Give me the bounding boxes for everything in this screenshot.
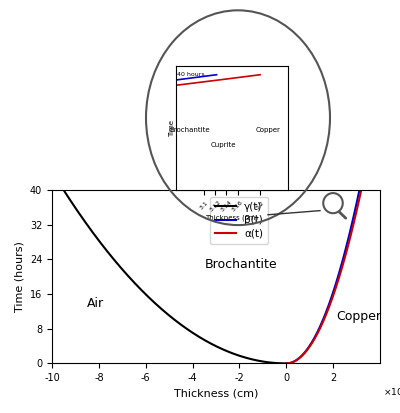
Text: Cuprite: Cuprite xyxy=(211,142,236,148)
Text: Copper: Copper xyxy=(336,310,382,323)
Y-axis label: Time (hours): Time (hours) xyxy=(14,241,24,312)
Text: Air: Air xyxy=(87,297,104,310)
Text: $\times 10^{-4}$: $\times 10^{-4}$ xyxy=(383,386,400,399)
Text: Copper: Copper xyxy=(256,127,281,133)
X-axis label: Thickness (cm): Thickness (cm) xyxy=(206,214,258,221)
Text: Brochantite: Brochantite xyxy=(204,258,277,271)
Y-axis label: Time: Time xyxy=(169,119,175,137)
X-axis label: Thickness (cm): Thickness (cm) xyxy=(174,389,258,399)
Legend: γ(t), β(t), α(t): γ(t), β(t), α(t) xyxy=(210,197,268,244)
Text: Brochantite: Brochantite xyxy=(170,127,210,133)
Text: 40 hours: 40 hours xyxy=(176,72,204,77)
